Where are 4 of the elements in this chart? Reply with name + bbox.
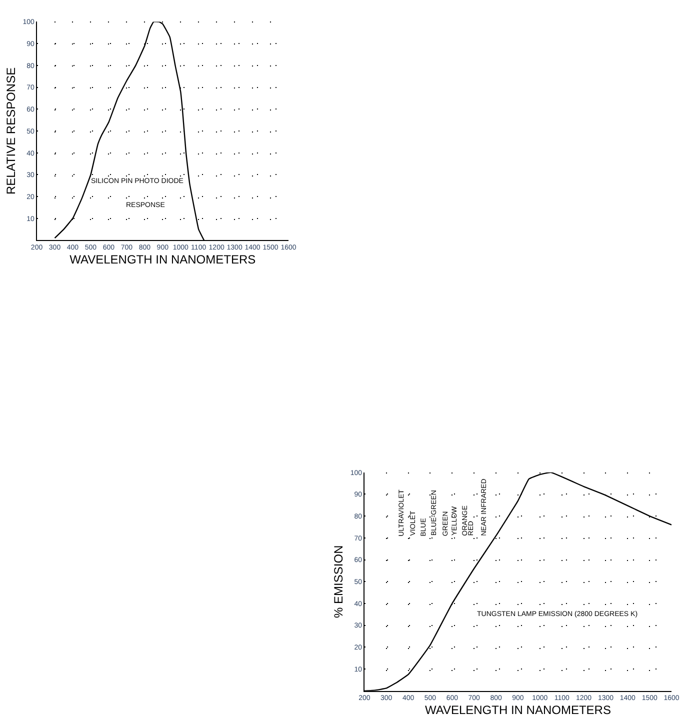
y-axis-title: % EMISSION <box>332 545 346 618</box>
x-axis-title: WAVELENGTH IN NANOMETERS <box>70 252 256 267</box>
y-axis-title: RELATIVE RESPONSE <box>4 67 18 195</box>
x-axis-title: WAVELENGTH IN NANOMETERS <box>424 703 611 718</box>
